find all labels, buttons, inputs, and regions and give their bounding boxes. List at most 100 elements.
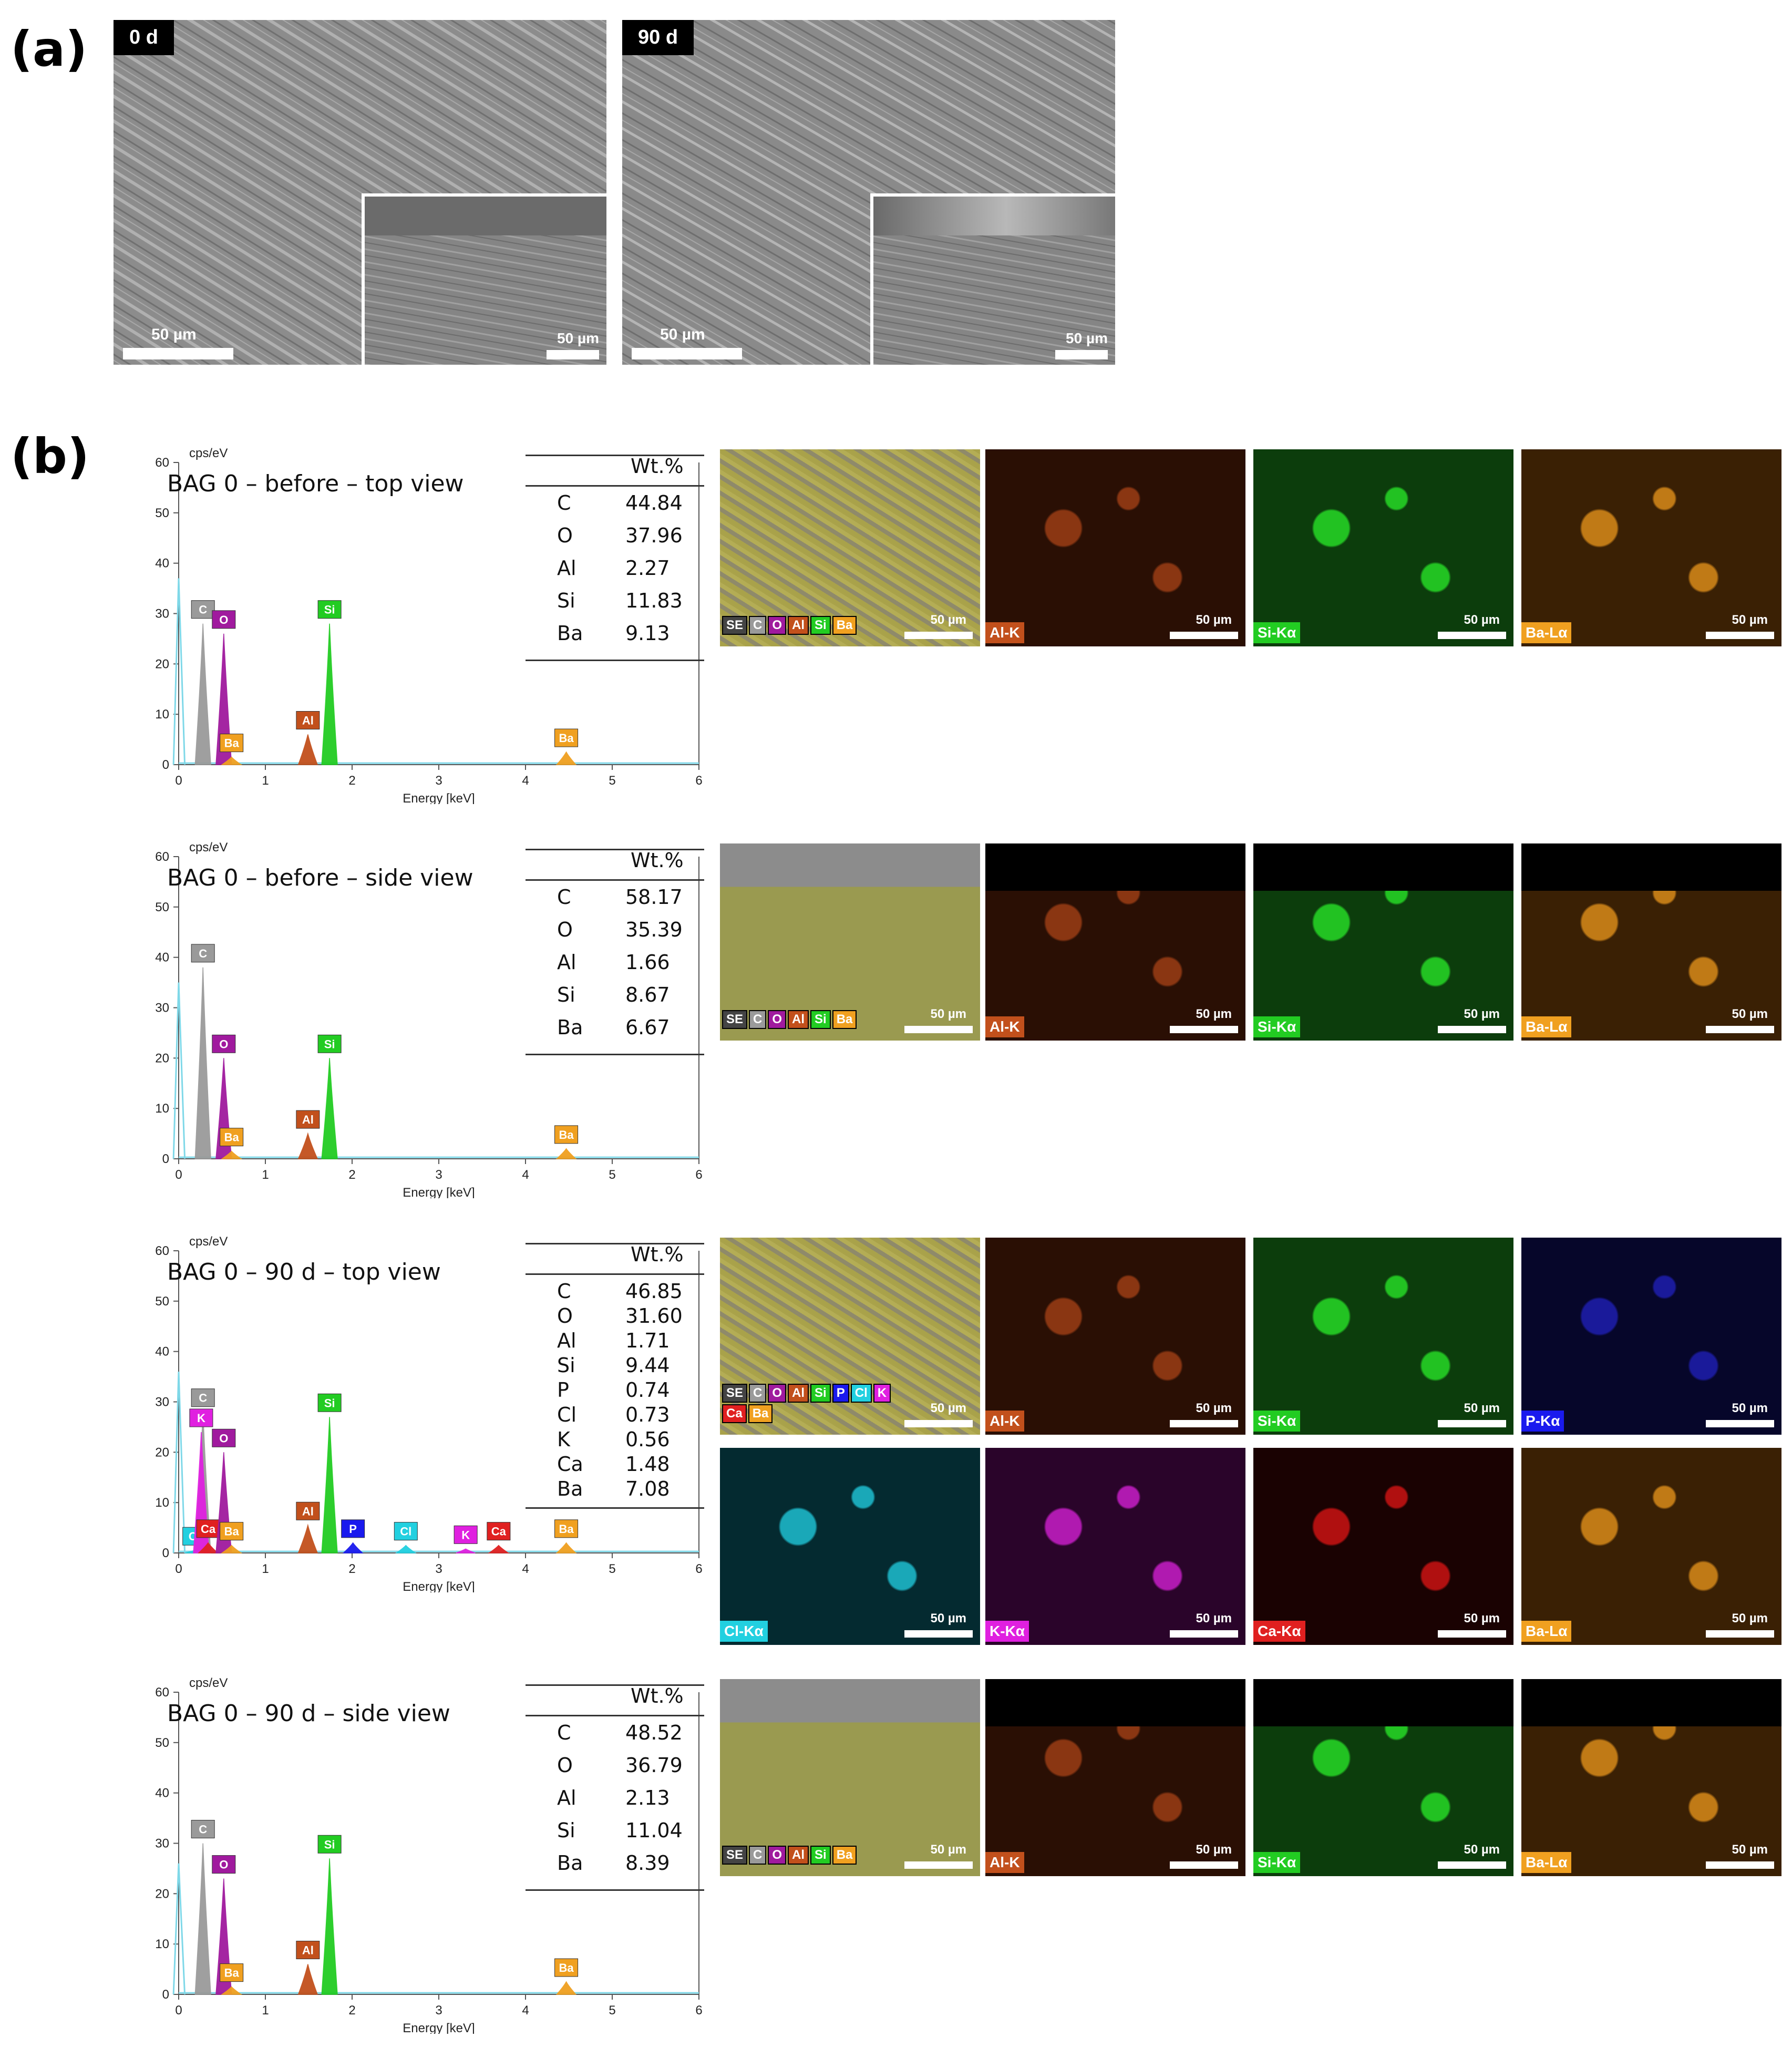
map-scale-label: 50 µm bbox=[930, 1611, 966, 1625]
x-tick-label: 3 bbox=[435, 1562, 442, 1576]
peak-ba bbox=[555, 1148, 577, 1159]
peak-label: Al bbox=[302, 1505, 314, 1518]
element-chip: SE bbox=[722, 1384, 748, 1403]
table-bottom-rule bbox=[526, 660, 704, 661]
wt-value: 9.13 bbox=[625, 622, 670, 645]
peak-label: Si bbox=[324, 1838, 335, 1851]
peak-c bbox=[194, 1843, 211, 1995]
map-scale-label: 50 µm bbox=[1464, 1611, 1500, 1625]
y-axis-label: cps/eV bbox=[189, 1234, 228, 1249]
element-chip: Ba bbox=[832, 616, 857, 635]
wt-value: 1.66 bbox=[625, 951, 670, 974]
wt-value: 0.74 bbox=[625, 1378, 670, 1402]
element-map-label: Si-Kα bbox=[1253, 1411, 1301, 1432]
x-tick-label: 2 bbox=[348, 1562, 355, 1576]
table-bottom-rule bbox=[526, 1054, 704, 1055]
element-chip: Al bbox=[788, 1384, 809, 1403]
peak-si bbox=[321, 1858, 338, 1995]
element-map-si: Si-Kα 50 µm bbox=[1253, 843, 1513, 1041]
map-scale-bar bbox=[1170, 1630, 1238, 1638]
wt-value: 1.71 bbox=[625, 1329, 670, 1352]
element-chip: K bbox=[873, 1384, 891, 1403]
peak-ca bbox=[198, 1542, 219, 1553]
element-map-ca: Ca-Kα 50 µm bbox=[1253, 1448, 1513, 1645]
map-scale-label: 50 µm bbox=[1732, 1843, 1768, 1857]
element-map-label: Ba-Lα bbox=[1521, 1016, 1572, 1037]
table-header-rule bbox=[526, 1273, 704, 1275]
peak-label: K bbox=[197, 1412, 205, 1425]
inset-scale-label: 50 µm bbox=[1066, 330, 1108, 346]
x-tick-label: 3 bbox=[435, 1168, 442, 1182]
peak-al bbox=[297, 1964, 318, 1995]
x-tick-label: 0 bbox=[175, 1168, 182, 1182]
map-scale-bar bbox=[904, 632, 973, 639]
map-scale-bar bbox=[1170, 1861, 1238, 1869]
peak-label: Ca bbox=[201, 1522, 216, 1536]
map-scale-bar bbox=[1706, 1630, 1774, 1638]
map-scale-label: 50 µm bbox=[1196, 1007, 1232, 1021]
peak-label: Al bbox=[302, 1944, 314, 1957]
element-symbol: Al bbox=[557, 1786, 576, 1809]
element-map-ba: Ba-Lα 50 µm bbox=[1521, 1448, 1781, 1645]
element-map-label: Ca-Kα bbox=[1253, 1621, 1305, 1642]
map-scale-label: 50 µm bbox=[1464, 1843, 1500, 1857]
element-map-al: Al-K 50 µm bbox=[985, 449, 1245, 646]
element-symbol: Al bbox=[557, 951, 576, 974]
map-scale-bar bbox=[904, 1861, 973, 1869]
peak-label: Si bbox=[324, 1396, 335, 1409]
element-map-al: Al-K 50 µm bbox=[985, 1679, 1245, 1876]
x-tick-label: 5 bbox=[609, 1562, 615, 1576]
y-tick-label: 10 bbox=[155, 1102, 169, 1116]
peak-ca bbox=[488, 1545, 510, 1553]
y-tick-label: 60 bbox=[155, 1685, 169, 1700]
map-scale-label: 50 µm bbox=[1196, 1401, 1232, 1415]
element-chip: Ba bbox=[832, 1010, 857, 1029]
map-scale-label: 50 µm bbox=[930, 1401, 966, 1415]
element-symbol: Al bbox=[557, 1329, 576, 1352]
element-chip: Al bbox=[788, 1010, 809, 1029]
wt-header: Wt.% bbox=[631, 455, 684, 478]
inset-scale-bar bbox=[1055, 350, 1108, 359]
peak-label-box bbox=[212, 1428, 236, 1447]
element-map-si: Si-Kα 50 µm bbox=[1253, 1679, 1513, 1876]
peak-o bbox=[215, 633, 232, 765]
wt-percent-table: Wt.% C 46.85 O 31.60 Al 1.71 Si 9.44 P 0.74 Cl 0.73 K… bbox=[526, 1243, 704, 1512]
peak-label: Ba bbox=[224, 1967, 240, 1980]
element-chip: Ba bbox=[832, 1846, 857, 1865]
peak-label: K bbox=[461, 1528, 470, 1541]
peak-al bbox=[297, 1524, 318, 1553]
peak-label-box bbox=[191, 944, 215, 963]
map-scale-bar bbox=[1170, 1420, 1238, 1427]
x-axis-label: Energy [keV] bbox=[403, 2021, 475, 2034]
peak-label: C bbox=[199, 1823, 207, 1836]
wt-value: 0.73 bbox=[625, 1403, 670, 1426]
x-tick-label: 1 bbox=[262, 1168, 269, 1182]
element-chip: P bbox=[832, 1384, 849, 1403]
element-chip-legend: SE C O Al Si P Cl K Ca Ba bbox=[722, 1384, 895, 1423]
peak-label-box bbox=[191, 1820, 215, 1838]
y-tick-label: 20 bbox=[155, 1051, 169, 1065]
element-map-ba: Ba-Lα 50 µm bbox=[1521, 1679, 1781, 1876]
inset-scale-label: 50 µm bbox=[557, 330, 599, 346]
map-scale-label: 50 µm bbox=[1464, 1007, 1500, 1021]
wt-value: 44.84 bbox=[625, 491, 683, 514]
peak-k bbox=[456, 1548, 476, 1553]
x-tick-label: 0 bbox=[175, 774, 182, 788]
y-tick-label: 0 bbox=[162, 1988, 169, 2002]
y-tick-label: 20 bbox=[155, 657, 169, 671]
peak-label: C bbox=[199, 1392, 207, 1405]
element-symbol: P bbox=[557, 1378, 569, 1402]
x-tick-label: 5 bbox=[609, 2003, 615, 2018]
peak-label-box bbox=[191, 1388, 215, 1407]
table-top-rule bbox=[526, 455, 704, 456]
map-scale-bar bbox=[1706, 1861, 1774, 1869]
map-scale-bar bbox=[904, 1420, 973, 1427]
element-map-cl: Cl-Kα 50 µm bbox=[720, 1448, 980, 1645]
scale-label: 50 µm bbox=[660, 326, 705, 343]
peak-label: O bbox=[219, 613, 228, 626]
scale-label: 50 µm bbox=[151, 326, 197, 343]
peak-label-box bbox=[212, 1034, 236, 1053]
wt-value: 11.04 bbox=[625, 1819, 683, 1842]
element-chip: Ba bbox=[748, 1404, 773, 1423]
